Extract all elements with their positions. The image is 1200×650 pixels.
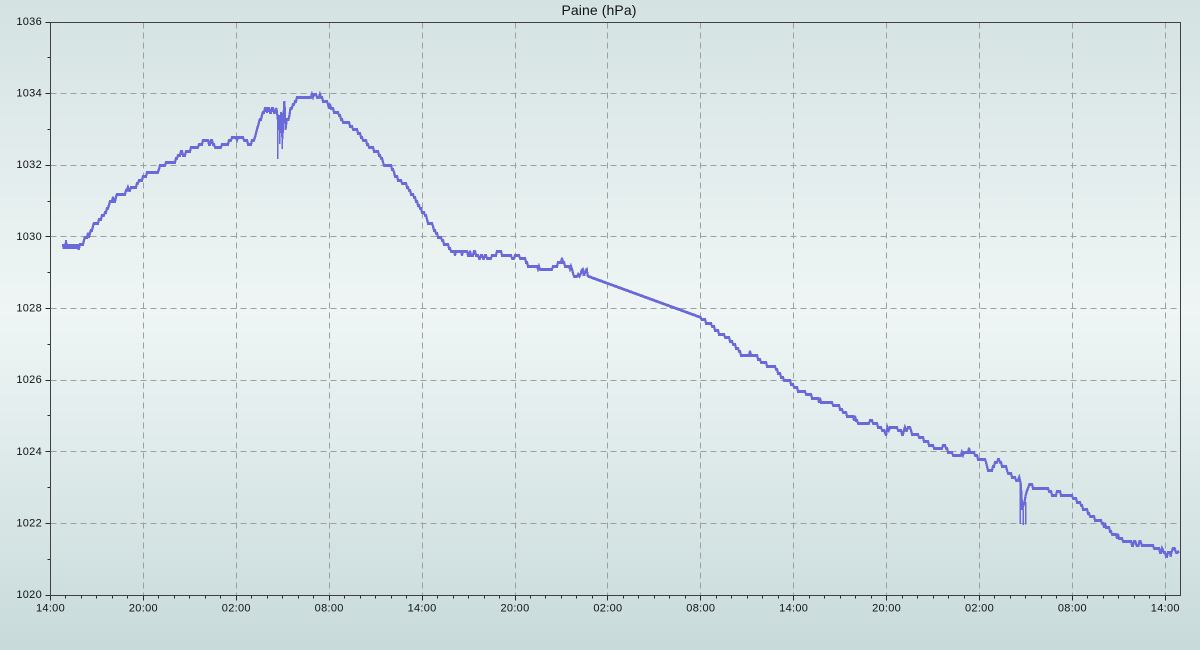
svg-text:1024: 1024: [16, 446, 42, 458]
svg-text:08:00: 08:00: [686, 603, 715, 615]
svg-text:1030: 1030: [16, 231, 42, 243]
svg-text:14:00: 14:00: [1151, 603, 1180, 615]
svg-text:20:00: 20:00: [872, 603, 901, 615]
svg-text:14:00: 14:00: [779, 603, 808, 615]
svg-text:1020: 1020: [16, 589, 42, 601]
svg-text:1032: 1032: [16, 159, 42, 171]
svg-text:20:00: 20:00: [129, 603, 158, 615]
svg-text:20:00: 20:00: [500, 603, 529, 615]
svg-text:Paine (hPa): Paine (hPa): [561, 2, 636, 18]
svg-text:08:00: 08:00: [315, 603, 344, 615]
svg-text:1034: 1034: [16, 88, 42, 100]
svg-text:1026: 1026: [16, 374, 42, 386]
svg-text:02:00: 02:00: [222, 603, 251, 615]
svg-text:02:00: 02:00: [965, 603, 994, 615]
svg-text:14:00: 14:00: [408, 603, 437, 615]
svg-text:08:00: 08:00: [1058, 603, 1087, 615]
svg-text:02:00: 02:00: [593, 603, 622, 615]
svg-text:1036: 1036: [16, 16, 42, 28]
svg-text:1022: 1022: [16, 517, 42, 529]
svg-text:1028: 1028: [16, 303, 42, 315]
svg-text:14:00: 14:00: [36, 603, 65, 615]
